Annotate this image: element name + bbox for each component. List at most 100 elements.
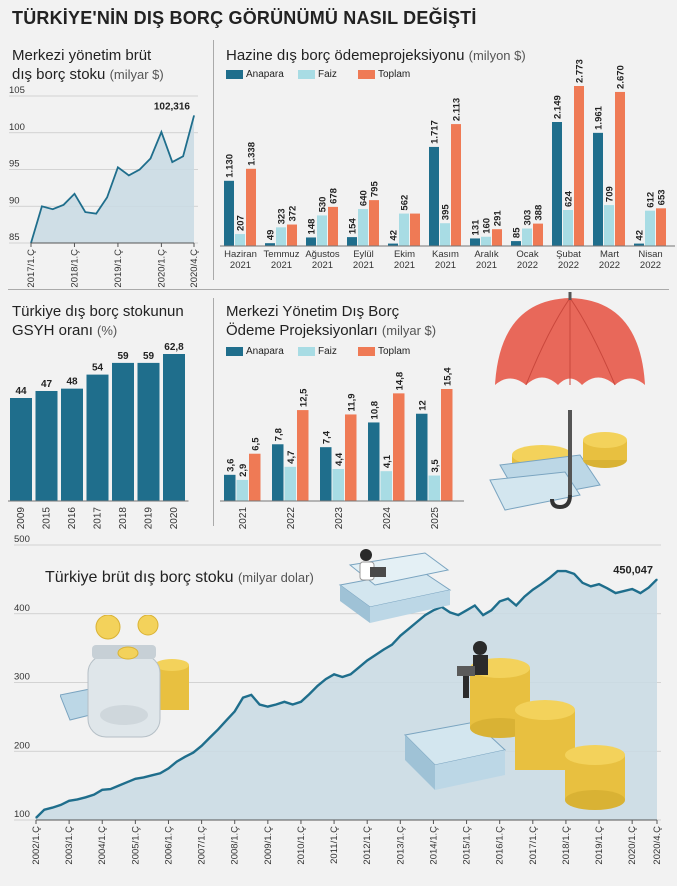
- category-label: 2017: [93, 507, 104, 530]
- x-tick-label: 2011/1.Ç: [329, 826, 340, 864]
- category-label: Şubat: [556, 249, 581, 260]
- bar: [10, 398, 32, 501]
- data-point: [548, 577, 551, 579]
- data-point: [41, 205, 43, 207]
- data-point: [358, 666, 360, 669]
- category-label: Kasım: [432, 249, 459, 260]
- category-year-label: 2021: [394, 260, 415, 271]
- hazine-title-unit: (milyon $): [468, 48, 526, 63]
- data-point: [598, 583, 600, 585]
- separator-vertical-top: [213, 40, 214, 280]
- bar-toplam: [533, 223, 543, 246]
- bar-value-label: 709: [605, 186, 616, 202]
- category-year-label: 2021: [435, 260, 456, 271]
- gsyh-chart-title: Türkiye dış borç stokunun GSYH oranı (%): [12, 302, 212, 340]
- data-point: [182, 155, 184, 157]
- bar-value-label: 4,4: [334, 452, 345, 466]
- bar-toplam: [345, 414, 357, 501]
- bar-value-label: 612: [646, 192, 657, 208]
- data-point: [217, 728, 219, 730]
- data-point: [515, 604, 517, 607]
- bar: [35, 390, 58, 501]
- bar-faiz: [317, 215, 327, 246]
- category-year-label: 2021: [476, 260, 497, 271]
- bar-anapara: [552, 122, 562, 246]
- bar-faiz: [235, 234, 245, 246]
- x-tick-label: 2019/1.Ç: [594, 826, 605, 865]
- legend-swatch-faiz: [298, 70, 315, 79]
- bar-anapara: [593, 132, 603, 246]
- bar-faiz: [284, 466, 296, 501]
- bar-faiz: [276, 227, 286, 246]
- category-year-label: 2022: [599, 260, 620, 271]
- brut-chart-title: Türkiye brüt dış borç stoku (milyar dola…: [45, 568, 445, 587]
- x-tick-label: 2018/1.Ç: [561, 826, 572, 865]
- data-point: [63, 204, 65, 206]
- data-point: [193, 115, 195, 117]
- bar-toplam: [328, 206, 338, 246]
- y-tick-label: 85: [9, 232, 20, 243]
- x-tick-label: 2014/1.Ç: [428, 826, 439, 865]
- bar-anapara: [470, 238, 480, 246]
- legend-label-toplam-2: Toplam: [378, 346, 411, 357]
- bar-anapara: [368, 422, 380, 501]
- bar-toplam: [441, 389, 453, 501]
- y-tick-label: 105: [9, 85, 25, 96]
- data-point: [283, 701, 285, 703]
- bar-value-label: 678: [329, 188, 340, 204]
- bar-faiz: [522, 228, 532, 246]
- bar-value-label: 372: [288, 206, 299, 222]
- y-tick-label: 200: [14, 740, 30, 751]
- category-year-label: 2022: [640, 260, 661, 271]
- bar: [137, 362, 160, 501]
- bar-faiz: [332, 469, 344, 501]
- data-point: [250, 694, 252, 696]
- data-point: [557, 570, 559, 572]
- bar-value-label: 388: [534, 205, 545, 221]
- data-point: [449, 611, 451, 614]
- data-point: [424, 614, 426, 616]
- data-point: [308, 693, 310, 695]
- data-point: [615, 592, 617, 594]
- data-point: [374, 654, 377, 656]
- category-label: Nisan: [638, 249, 662, 260]
- gsyh-title-line2: GSYH oranı: [12, 322, 93, 339]
- bar-toplam: [451, 124, 461, 246]
- data-point: [60, 804, 62, 806]
- coin-jar-illustration: [60, 615, 189, 738]
- data-point: [167, 767, 170, 770]
- bar-value-label: 14,8: [394, 372, 405, 391]
- hazine-chart-title: Hazine dış borç ödemeprojeksiyonu (milyo…: [226, 46, 666, 65]
- bar-value-label: 10,8: [369, 401, 380, 420]
- bar-value-label: 62,8: [164, 342, 184, 353]
- bar-value-label: 4,7: [286, 451, 297, 464]
- category-label: Temmuz: [264, 249, 300, 260]
- data-point: [523, 596, 526, 598]
- bar-anapara: [265, 243, 275, 246]
- merkezi-title-line2: Ödeme Projeksiyonları: [226, 322, 378, 339]
- bar-value-label: 2.149: [553, 95, 564, 119]
- umbrella-illustration: [489, 292, 645, 511]
- bar-value-label: 2.670: [616, 65, 627, 89]
- data-point: [93, 794, 95, 796]
- data-point: [139, 168, 141, 171]
- data-point: [482, 614, 484, 616]
- data-point: [366, 659, 368, 662]
- data-point: [267, 706, 269, 708]
- bar-value-label: 3,5: [430, 459, 441, 473]
- data-point: [149, 157, 152, 160]
- data-point: [532, 589, 534, 591]
- data-point: [474, 604, 476, 607]
- data-point: [117, 166, 119, 168]
- data-point: [126, 781, 128, 783]
- merkezi-legend: Anapara Faiz Toplam: [226, 346, 426, 360]
- bar-value-label: 395: [441, 204, 452, 221]
- x-tick-label: 2019/1.Ç: [113, 249, 124, 288]
- bar-anapara: [224, 180, 234, 246]
- bar-value-label: 291: [493, 210, 504, 227]
- brut-title-unit: (milyar dolar): [237, 570, 314, 585]
- data-point: [333, 673, 335, 675]
- y-tick-label: 500: [14, 534, 30, 545]
- category-year-label: 2022: [558, 260, 579, 271]
